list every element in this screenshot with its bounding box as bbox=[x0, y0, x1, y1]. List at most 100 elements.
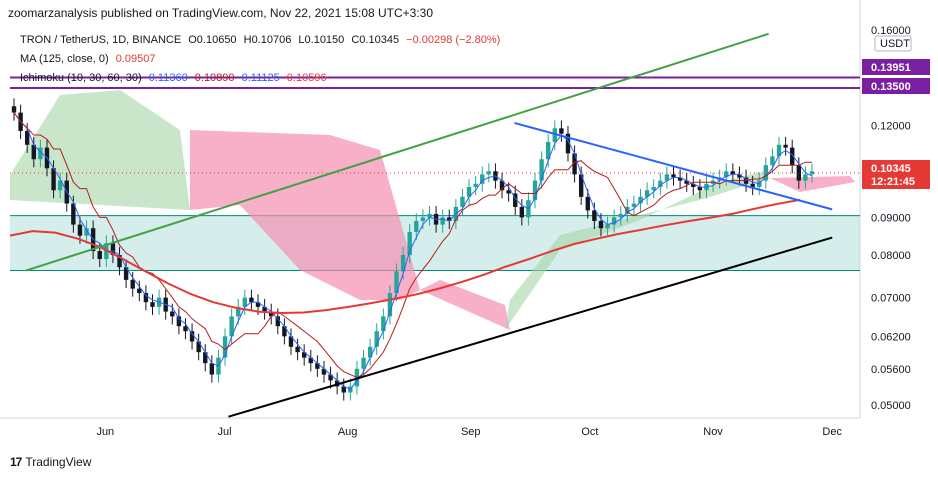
candle bbox=[189, 331, 195, 342]
legend-ma-value: 0.09507 bbox=[115, 53, 156, 65]
candle bbox=[84, 228, 89, 236]
candle bbox=[770, 156, 775, 166]
candle bbox=[724, 171, 729, 178]
candle bbox=[11, 106, 17, 113]
candle bbox=[222, 336, 228, 358]
legend-ichi-v1: 0.11360 bbox=[148, 72, 188, 84]
tradingview-logo[interactable]: 17 TradingView bbox=[10, 455, 91, 469]
candle bbox=[506, 190, 511, 194]
candle bbox=[671, 174, 676, 178]
candle bbox=[288, 336, 294, 347]
candle bbox=[31, 144, 36, 160]
candle bbox=[440, 217, 445, 225]
candle bbox=[585, 196, 590, 211]
candle bbox=[559, 128, 564, 134]
candle bbox=[578, 174, 584, 197]
price-tag-label-3: 0.10345 bbox=[871, 163, 911, 175]
legend-low: L0.10150 bbox=[298, 34, 345, 46]
candle bbox=[242, 297, 248, 307]
legend-ichi-label: Ichimoku (10, 30, 60, 30) bbox=[20, 72, 142, 84]
candle bbox=[150, 302, 155, 307]
candle bbox=[143, 293, 149, 303]
x-tick-label: Jul bbox=[217, 426, 231, 438]
trendline-1 bbox=[25, 32, 769, 272]
candle bbox=[427, 213, 432, 218]
y-tick-label: 0.12000 bbox=[871, 121, 911, 133]
candle bbox=[473, 183, 478, 188]
y-tick-label: 0.16000 bbox=[871, 25, 911, 37]
candle bbox=[644, 190, 650, 197]
price-tag-label-1: 0.13951 bbox=[871, 62, 911, 74]
currency-box bbox=[874, 35, 912, 52]
currency-label: USDT bbox=[880, 38, 910, 50]
candle bbox=[790, 147, 795, 166]
candle bbox=[691, 183, 696, 188]
candle bbox=[460, 196, 465, 207]
candle bbox=[592, 210, 597, 221]
candle bbox=[381, 316, 386, 332]
ichimoku-cloud-bearish-2 bbox=[770, 176, 855, 192]
ichimoku-tenkan-line bbox=[13, 112, 813, 391]
candle bbox=[282, 326, 287, 337]
legend-ma-row: MA (125, close, 0) 0.09507 bbox=[20, 53, 159, 65]
candle bbox=[552, 128, 557, 142]
candle bbox=[519, 206, 525, 218]
candle bbox=[97, 251, 102, 260]
candle bbox=[605, 224, 610, 229]
candle bbox=[414, 220, 419, 232]
candle bbox=[625, 206, 630, 214]
candle bbox=[664, 174, 670, 181]
candle bbox=[545, 141, 551, 160]
ichimoku-cloud-bullish-2 bbox=[505, 172, 770, 330]
legend-ma-label: MA (125, close, 0) bbox=[20, 53, 109, 65]
y-tick-label: 0.08000 bbox=[871, 250, 911, 262]
candle bbox=[110, 243, 116, 255]
y-tick-label: 0.05000 bbox=[871, 400, 911, 412]
candle bbox=[466, 187, 472, 197]
candle bbox=[684, 180, 689, 184]
candle bbox=[71, 203, 76, 225]
candle bbox=[631, 203, 637, 207]
candle bbox=[420, 217, 426, 221]
candle bbox=[651, 187, 656, 191]
candle bbox=[513, 193, 518, 207]
ma-125-line bbox=[9, 198, 801, 315]
candle bbox=[776, 144, 782, 157]
candle bbox=[618, 213, 623, 218]
candle bbox=[57, 180, 63, 191]
candle bbox=[809, 171, 815, 175]
legend-symbol-row: TRON / TetherUS, 1D, BINANCE O0.10650 H0… bbox=[20, 34, 504, 46]
candle bbox=[658, 180, 663, 188]
candle bbox=[796, 165, 802, 181]
candle bbox=[750, 183, 755, 188]
candle bbox=[308, 357, 313, 364]
candle bbox=[387, 293, 393, 317]
candle bbox=[315, 363, 320, 369]
price-tag-sublabel: 12:21:45 bbox=[871, 176, 915, 188]
candle bbox=[611, 217, 617, 225]
candle bbox=[697, 187, 703, 191]
candle bbox=[249, 297, 254, 303]
candle bbox=[123, 267, 129, 280]
legend-high: H0.10706 bbox=[243, 34, 292, 46]
candle bbox=[262, 306, 267, 312]
x-tick-label: Nov bbox=[703, 426, 723, 438]
y-tick-label: 0.05600 bbox=[871, 364, 911, 376]
candle bbox=[532, 180, 538, 201]
candle bbox=[480, 174, 485, 184]
candle bbox=[677, 177, 683, 181]
trendline-3 bbox=[514, 122, 833, 211]
price-tag-2 bbox=[862, 78, 930, 94]
candle bbox=[229, 316, 234, 337]
price-tag-1 bbox=[862, 59, 930, 75]
candle bbox=[400, 254, 406, 272]
candle bbox=[77, 224, 83, 236]
candle bbox=[803, 174, 808, 181]
ichimoku-cloud-bullish bbox=[10, 90, 190, 210]
y-tick-label: 0.09000 bbox=[871, 212, 911, 224]
legend-ichimoku-row: Ichimoku (10, 30, 60, 30) 0.11360 0.1089… bbox=[20, 72, 331, 84]
candle bbox=[447, 217, 452, 221]
candle bbox=[341, 386, 346, 393]
x-tick-label: Jun bbox=[96, 426, 114, 438]
